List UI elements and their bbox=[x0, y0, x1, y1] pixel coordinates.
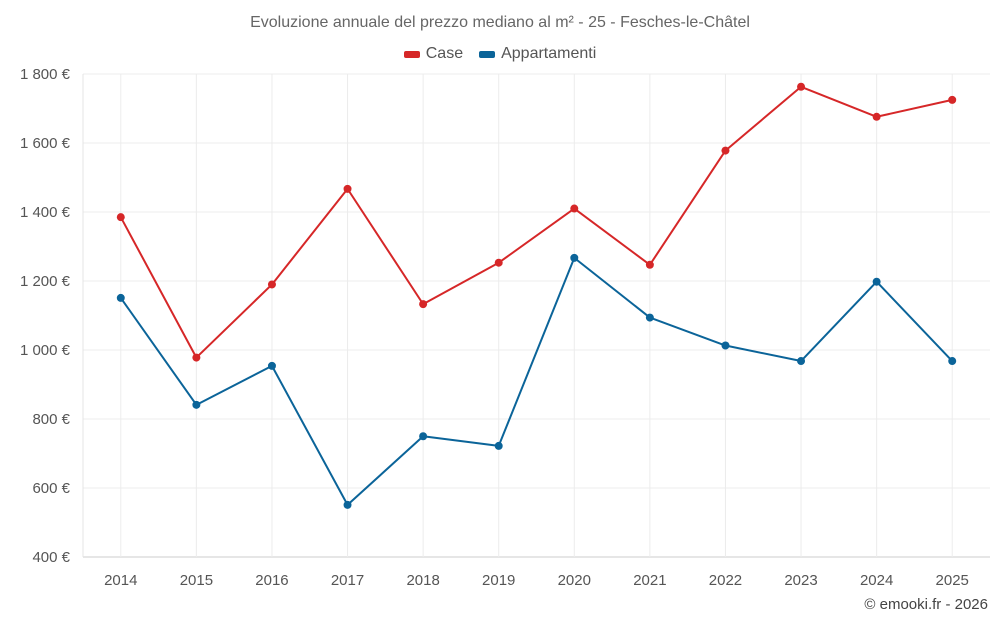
series-line-case bbox=[119, 85, 953, 359]
legend: Case Appartamenti bbox=[0, 45, 1000, 63]
data-point-case bbox=[948, 95, 957, 104]
y-tick-label: 1 400 € bbox=[20, 204, 71, 221]
y-tick-label: 600 € bbox=[32, 480, 70, 497]
y-tick-label: 1 600 € bbox=[20, 135, 71, 152]
data-point-case bbox=[645, 260, 654, 269]
legend-item-case[interactable]: Case bbox=[403, 45, 464, 63]
data-point-appartamenti bbox=[570, 253, 579, 262]
y-tick-label: 800 € bbox=[32, 411, 70, 428]
data-point-appartamenti bbox=[872, 277, 881, 286]
credit: © emooki.fr - 2026 bbox=[864, 596, 988, 613]
data-point-appartamenti bbox=[797, 357, 806, 366]
data-point-case bbox=[721, 146, 730, 155]
x-tick-label: 2015 bbox=[180, 572, 213, 589]
y-tick-label: 400 € bbox=[32, 549, 70, 566]
data-point-case bbox=[267, 280, 276, 289]
data-point-appartamenti bbox=[343, 500, 352, 509]
x-tick-label: 2017 bbox=[331, 572, 364, 589]
x-tick-label: 2018 bbox=[406, 572, 439, 589]
data-point-appartamenti bbox=[116, 293, 125, 302]
x-tick-label: 2024 bbox=[860, 572, 893, 589]
x-tick-label: 2020 bbox=[558, 572, 591, 589]
data-point-appartamenti bbox=[192, 400, 201, 409]
data-point-case bbox=[343, 184, 352, 193]
data-point-appartamenti bbox=[948, 357, 957, 366]
legend-swatch-case bbox=[403, 50, 420, 58]
x-tick-label: 2014 bbox=[104, 572, 137, 589]
legend-label-appartamenti: Appartamenti bbox=[501, 45, 597, 62]
data-point-case bbox=[192, 353, 201, 362]
legend-label-case: Case bbox=[425, 45, 464, 62]
legend-swatch-appartamenti bbox=[479, 50, 496, 58]
x-tick-label: 2016 bbox=[255, 572, 288, 589]
data-point-case bbox=[797, 82, 806, 91]
data-point-appartamenti bbox=[494, 441, 503, 450]
legend-item-appartamenti[interactable]: Appartamenti bbox=[479, 45, 596, 63]
data-point-case bbox=[570, 204, 579, 213]
chart-title: Evoluzione annuale del prezzo mediano al… bbox=[250, 14, 750, 31]
x-tick-label: 2021 bbox=[633, 572, 666, 589]
data-point-case bbox=[419, 300, 428, 309]
data-point-case bbox=[116, 213, 125, 222]
data-point-appartamenti bbox=[267, 361, 276, 370]
x-tick-label: 2022 bbox=[709, 572, 742, 589]
data-point-case bbox=[872, 112, 881, 121]
series-line-appartamenti bbox=[119, 256, 953, 506]
x-tick-label: 2019 bbox=[482, 572, 515, 589]
data-point-appartamenti bbox=[721, 341, 730, 350]
data-point-appartamenti bbox=[645, 313, 654, 322]
data-point-case bbox=[494, 258, 503, 267]
y-tick-label: 1 000 € bbox=[20, 342, 71, 359]
x-tick-label: 2025 bbox=[936, 572, 969, 589]
y-tick-label: 1 200 € bbox=[20, 273, 71, 290]
y-tick-label: 1 800 € bbox=[20, 66, 71, 83]
x-tick-label: 2023 bbox=[784, 572, 817, 589]
data-point-appartamenti bbox=[419, 432, 428, 441]
